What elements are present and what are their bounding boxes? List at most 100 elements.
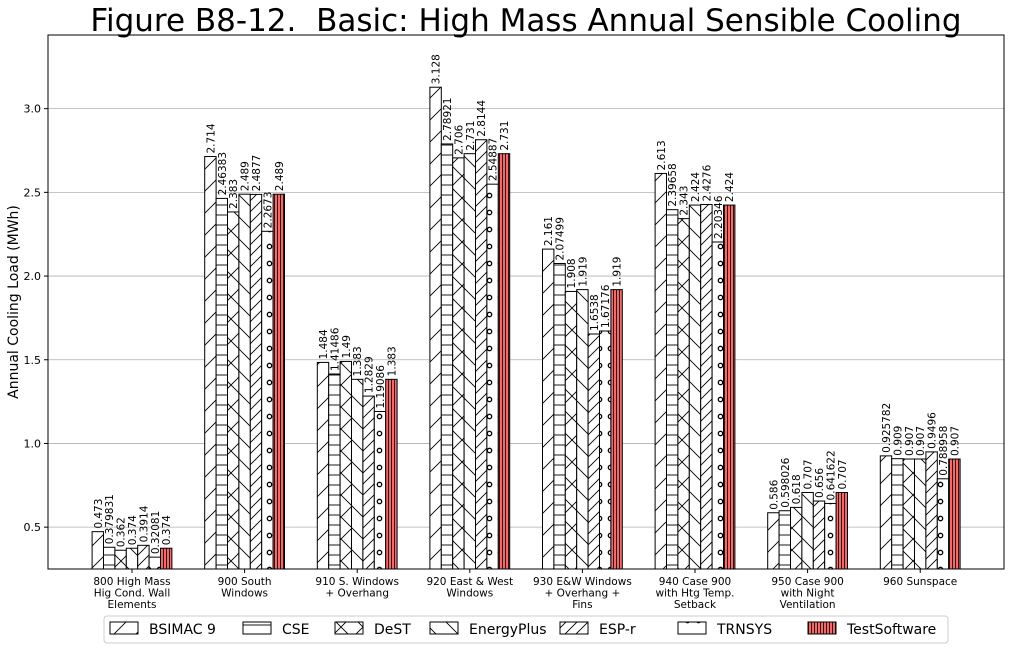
bar bbox=[564, 290, 578, 570]
bar bbox=[261, 230, 274, 570]
bar-value-label: 2.613 bbox=[656, 140, 668, 170]
y-tick-label: 1.0 bbox=[24, 437, 42, 450]
bar-value-label: 2.489 bbox=[274, 161, 286, 191]
bar-series bbox=[91, 86, 961, 570]
bar-value-label: 1.6538 bbox=[589, 294, 601, 331]
bar-value-label: 0.707 bbox=[837, 459, 849, 489]
bar-value-label: 0.32081 bbox=[150, 511, 162, 554]
bar bbox=[711, 241, 724, 570]
bar-value-label: 2.161 bbox=[543, 216, 555, 246]
bar bbox=[125, 547, 139, 570]
bar bbox=[362, 395, 375, 570]
bar bbox=[948, 458, 961, 570]
x-tick-label: 920 East & West Windows bbox=[426, 576, 513, 600]
bar-value-label: 0.9496 bbox=[927, 412, 939, 449]
bar bbox=[610, 289, 623, 570]
bar bbox=[553, 263, 566, 570]
bar-value-label: 2.383 bbox=[228, 179, 240, 209]
bar bbox=[879, 455, 893, 570]
bar-value-label: 2.4276 bbox=[701, 164, 713, 201]
bar-value-label: 0.907 bbox=[904, 426, 916, 456]
bar-value-label: 2.489 bbox=[240, 161, 252, 191]
bar bbox=[440, 143, 454, 570]
bar-value-label: 2.424 bbox=[724, 172, 736, 202]
x-tick-label: 950 Case 900 with Night Ventilation bbox=[771, 576, 843, 611]
bar-value-label: 2.20346 bbox=[713, 195, 725, 239]
bar bbox=[475, 139, 488, 570]
bar-value-label: 1.383 bbox=[352, 346, 364, 376]
bar bbox=[272, 193, 286, 570]
bar-value-label: 2.78921 bbox=[442, 98, 454, 141]
bar-value-label: 1.383 bbox=[386, 346, 398, 376]
bar bbox=[542, 248, 555, 570]
bar-value-label: 1.908 bbox=[566, 258, 578, 288]
bar bbox=[835, 491, 848, 570]
bar-value-label: 0.909 bbox=[892, 426, 904, 456]
bar-value-label: 2.714 bbox=[205, 123, 217, 153]
bar bbox=[351, 378, 364, 570]
bar-value-label: 2.07499 bbox=[555, 217, 567, 260]
bar bbox=[936, 478, 950, 570]
bar bbox=[91, 531, 104, 570]
bar-value-label: 1.19086 bbox=[375, 365, 387, 409]
bar-value-label: 1.484 bbox=[318, 329, 330, 359]
bar-value-label: 2.39658 bbox=[667, 163, 679, 206]
bar-value-label: 0.907 bbox=[949, 426, 961, 456]
bar bbox=[373, 411, 387, 570]
legend: BSIMAC 9 CSE DeST EnergyPlus ESP-r TRNSYS Test… bbox=[103, 615, 949, 644]
bar bbox=[316, 361, 330, 570]
legend-swatch bbox=[677, 621, 707, 635]
legend-label: ESP-r bbox=[599, 622, 636, 638]
bar bbox=[666, 209, 679, 570]
x-tick-label: 960 Sunspace bbox=[883, 576, 957, 588]
bar bbox=[497, 153, 511, 570]
bar bbox=[339, 360, 353, 570]
x-tick-label: 910 S. Windows + Overhang bbox=[315, 576, 399, 600]
legend-label: EnergyPlus bbox=[469, 622, 547, 638]
bar-value-label: 0.907 bbox=[915, 426, 927, 456]
bar bbox=[328, 373, 341, 570]
bar-value-label: 0.641622 bbox=[825, 450, 837, 500]
legend-label: TRNSYS bbox=[716, 622, 772, 638]
bar-value-label: 0.925782 bbox=[881, 403, 893, 453]
bar bbox=[812, 500, 826, 570]
chart-title: Figure B8-12. Basic: High Mass Annual Se… bbox=[90, 3, 961, 39]
bar-value-label: 1.41486 bbox=[329, 327, 341, 371]
y-gridlines bbox=[48, 108, 1004, 528]
x-axis-ticks: 800 High Mass Hig Cond. Wall Elements 900 S… bbox=[93, 569, 957, 611]
bar bbox=[587, 333, 600, 570]
bar-value-label: 0.656 bbox=[814, 468, 826, 498]
bar-value-label: 2.2673 bbox=[262, 192, 274, 229]
bar-value-label: 0.788958 bbox=[938, 426, 950, 476]
legend-label: DeST bbox=[374, 622, 411, 638]
bar bbox=[824, 502, 837, 570]
bar-value-label: 1.919 bbox=[612, 257, 624, 287]
legend-swatch bbox=[559, 621, 589, 635]
bar-value-label: 2.8144 bbox=[476, 100, 488, 137]
bar bbox=[654, 172, 667, 570]
legend-swatch bbox=[334, 621, 364, 635]
bar bbox=[914, 458, 927, 570]
bar bbox=[429, 86, 442, 570]
y-tick-label: 2.5 bbox=[24, 186, 42, 199]
bar-value-label: 0.374 bbox=[161, 515, 173, 545]
bar-value-label: 0.374 bbox=[127, 515, 139, 545]
bar-value-label: 0.379831 bbox=[104, 494, 116, 544]
y-tick-label: 1.5 bbox=[24, 354, 42, 367]
bar-value-label: 2.54887 bbox=[488, 138, 500, 181]
bar bbox=[114, 549, 127, 570]
plot-area-frame bbox=[47, 34, 1005, 570]
bar bbox=[160, 547, 173, 570]
bar-value-label: 0.707 bbox=[803, 459, 815, 489]
legend-swatch bbox=[242, 621, 272, 635]
y-tick-label: 3.0 bbox=[24, 103, 42, 116]
bar bbox=[204, 156, 217, 570]
bar bbox=[238, 193, 251, 570]
bar-value-label: 2.343 bbox=[679, 186, 691, 216]
x-tick-label: 800 High Mass Hig Cond. Wall Elements bbox=[93, 576, 170, 611]
bar bbox=[576, 289, 589, 570]
bar bbox=[385, 378, 398, 570]
bar-value-label: 2.731 bbox=[465, 121, 477, 151]
bar bbox=[801, 491, 814, 570]
